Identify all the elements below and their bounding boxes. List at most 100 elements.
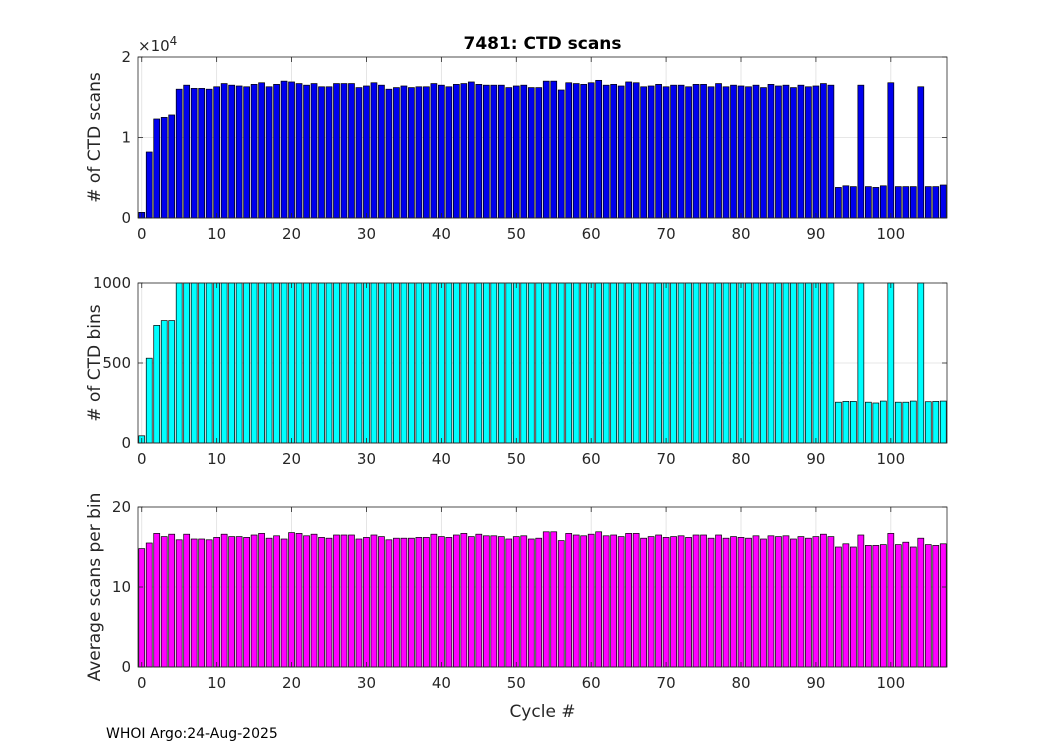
bar [318, 86, 325, 219]
bar [213, 537, 221, 668]
x-tick-label: 0 [137, 450, 147, 468]
bar [917, 86, 925, 219]
y-tick-label: 0 [121, 434, 131, 452]
bar [617, 536, 625, 668]
bar [572, 282, 580, 444]
bar [235, 85, 243, 219]
bar [864, 545, 872, 668]
bar [363, 537, 370, 668]
bar [467, 282, 475, 444]
x-tick-label: 10 [207, 450, 226, 468]
x-tick-label: 40 [432, 450, 451, 468]
bar [542, 80, 550, 219]
x-tick-label: 90 [806, 450, 825, 468]
bar [557, 89, 565, 219]
bar [505, 538, 513, 668]
x-tick-label: 10 [207, 674, 226, 692]
bar [610, 282, 618, 444]
x-tick-label: 40 [432, 674, 451, 692]
bar [760, 87, 767, 219]
bar [430, 533, 438, 668]
bar [565, 82, 573, 219]
y-axis-label: # of CTD scans [85, 72, 105, 203]
bar [655, 84, 662, 219]
bar [647, 282, 655, 444]
bar [318, 537, 325, 668]
bar [235, 536, 243, 668]
bar [820, 533, 827, 668]
bar [587, 533, 595, 668]
bar [340, 282, 348, 444]
bar [550, 80, 558, 219]
bar [453, 534, 460, 668]
bar [767, 282, 775, 444]
bar [557, 540, 565, 668]
bar [348, 534, 355, 668]
bar [662, 86, 670, 219]
bar [400, 85, 408, 219]
bar [647, 536, 655, 668]
bar [363, 282, 370, 444]
bar [775, 536, 782, 668]
bar [752, 282, 760, 444]
bar [280, 538, 288, 668]
bar [295, 533, 303, 668]
bar [647, 85, 655, 219]
bar [692, 84, 700, 219]
bar [220, 282, 228, 444]
bar [782, 535, 790, 668]
bar [250, 534, 258, 668]
bar [355, 282, 363, 444]
bar [572, 83, 580, 219]
bar [400, 537, 408, 668]
bar [280, 282, 288, 444]
bar [527, 282, 535, 444]
bar [924, 186, 932, 219]
bar [213, 282, 221, 444]
bar [198, 88, 206, 219]
bar [400, 282, 408, 444]
bar [340, 83, 348, 219]
bar [557, 282, 565, 444]
bar [887, 82, 895, 219]
bar [909, 186, 917, 219]
bar [535, 282, 543, 444]
bar [385, 282, 393, 444]
bar [932, 401, 940, 444]
bar [408, 537, 415, 668]
y-axis-label: # of CTD bins [85, 304, 105, 421]
bar [565, 282, 573, 444]
bar [715, 282, 722, 444]
bar [730, 84, 737, 219]
bar [460, 282, 468, 444]
bar [505, 87, 513, 219]
bar [842, 543, 850, 668]
x-tick-label: 90 [806, 674, 825, 692]
bar [295, 83, 303, 219]
bar [190, 282, 198, 444]
x-tick-label: 60 [582, 450, 601, 468]
bar [939, 543, 947, 668]
bar [505, 282, 513, 444]
x-tick-label: 80 [731, 450, 750, 468]
bar [393, 537, 400, 668]
bar [812, 85, 820, 219]
bar [655, 534, 662, 668]
bar [902, 401, 910, 444]
bar [700, 84, 707, 219]
bar [782, 84, 790, 219]
x-axis-label: Cycle # [509, 702, 575, 722]
bar [265, 86, 273, 219]
x-tick-label: 70 [657, 674, 676, 692]
bar [220, 533, 228, 668]
bar [310, 83, 318, 219]
bar [580, 282, 588, 444]
bar [527, 538, 535, 668]
bar [423, 282, 430, 444]
bar [715, 83, 722, 219]
bar [872, 545, 880, 668]
bar [932, 186, 940, 219]
bar [737, 537, 745, 668]
x-tick-label: 90 [806, 225, 825, 243]
